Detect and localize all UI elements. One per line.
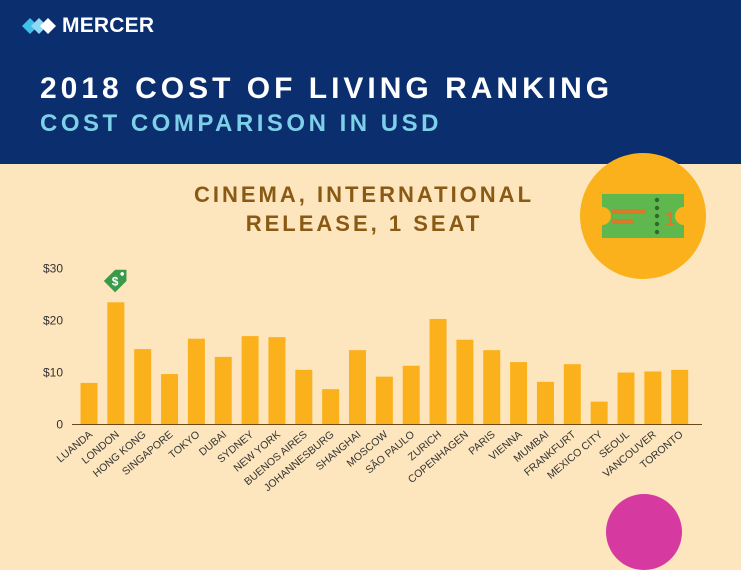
chart-title: CINEMA, INTERNATIONAL RELEASE, 1 SEAT (150, 180, 578, 238)
mercer-logo-icon (22, 18, 56, 34)
y-tick-label: 0 (56, 418, 63, 432)
bar (322, 389, 340, 425)
bar (161, 374, 179, 425)
bar (510, 362, 528, 425)
bar (134, 349, 152, 425)
bar (268, 337, 286, 425)
svg-text:$: $ (112, 275, 119, 289)
ticket-badge: 1 (580, 153, 706, 279)
chart-title-line-1: CINEMA, INTERNATIONAL (193, 182, 535, 207)
ticket-icon: 1 (602, 194, 684, 238)
bar (241, 336, 259, 425)
y-tick-label: $20 (43, 314, 63, 328)
bar (456, 339, 474, 425)
next-section-circle (606, 494, 682, 570)
header-banner: MERCER 2018 COST OF LIVING RANKING COST … (0, 0, 741, 164)
bar (80, 382, 98, 425)
page-title: 2018 COST OF LIVING RANKING (40, 72, 614, 105)
bar (402, 365, 420, 425)
bar (187, 338, 205, 425)
logo-text: MERCER (62, 14, 155, 37)
mercer-logo[interactable]: MERCER (22, 14, 154, 38)
bar (483, 350, 501, 425)
bar (429, 318, 447, 425)
bar (349, 350, 366, 425)
y-tick-label: $30 (43, 262, 63, 276)
bar (295, 369, 313, 425)
ticket-number: 1 (665, 209, 675, 229)
chart-title-line-2: RELEASE, 1 SEAT (245, 211, 483, 236)
bar (536, 381, 554, 425)
y-tick-label: $10 (43, 366, 63, 380)
bar (617, 372, 635, 425)
bar (214, 356, 232, 425)
x-tick-label: TOKYO (167, 429, 203, 462)
bar (590, 401, 608, 425)
dollar-price-tag-icon: $ (103, 269, 127, 293)
bar (644, 371, 662, 425)
bar (671, 369, 689, 425)
bar (107, 302, 125, 425)
page-subtitle: COST COMPARISON IN USD (40, 110, 442, 137)
bar (375, 376, 393, 425)
bar (563, 364, 581, 425)
